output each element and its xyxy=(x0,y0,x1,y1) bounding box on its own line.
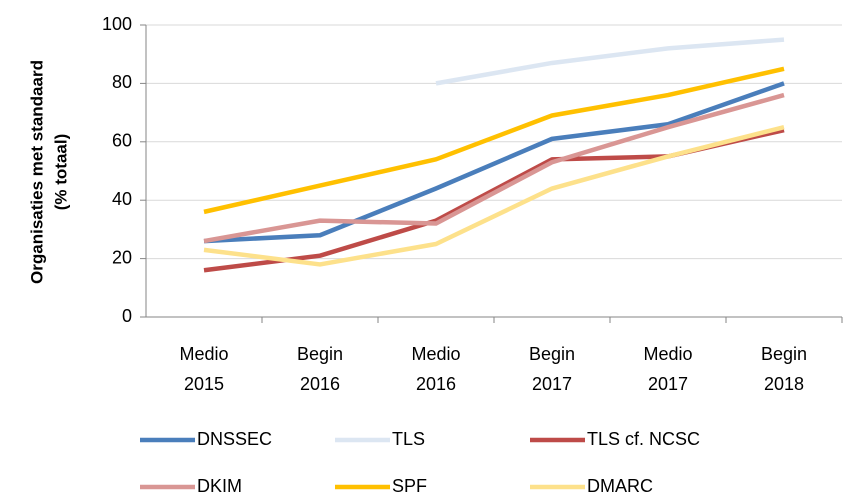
x-tick-label: Medio 2015 xyxy=(179,344,229,394)
x-tick-label: Begin 2016 xyxy=(296,344,344,394)
y-label-line: (% totaal) xyxy=(51,134,70,211)
y-label-line: Organisaties met standaard xyxy=(27,60,46,284)
legend-label: SPF xyxy=(392,476,427,496)
series-line xyxy=(203,125,785,267)
legend-label: TLS xyxy=(392,429,425,449)
legend-label: DMARC xyxy=(587,476,653,496)
x-tick-label: Medio 2016 xyxy=(411,344,461,394)
series-line xyxy=(203,81,785,244)
legend-label: TLS cf. NCSC xyxy=(587,429,700,449)
series-line xyxy=(203,66,785,215)
y-tick-label: 80 xyxy=(112,72,132,92)
series-line xyxy=(435,37,785,86)
y-tick-label: 40 xyxy=(112,189,132,209)
y-tick-label: 20 xyxy=(112,247,132,267)
y-tick-label: 60 xyxy=(112,131,132,151)
y-tick-label: 0 xyxy=(122,306,132,326)
x-tick-label: Begin 2017 xyxy=(528,344,576,394)
legend-label: DKIM xyxy=(197,476,242,496)
legend-label: DNSSEC xyxy=(197,429,272,449)
x-tick-label: Begin 2018 xyxy=(760,344,808,394)
series-line xyxy=(203,92,785,244)
y-tick-label: 100 xyxy=(102,14,132,34)
x-tick-label: Medio 2017 xyxy=(643,344,693,394)
y-label: Organisaties met standaard (% totaal) xyxy=(27,60,70,284)
